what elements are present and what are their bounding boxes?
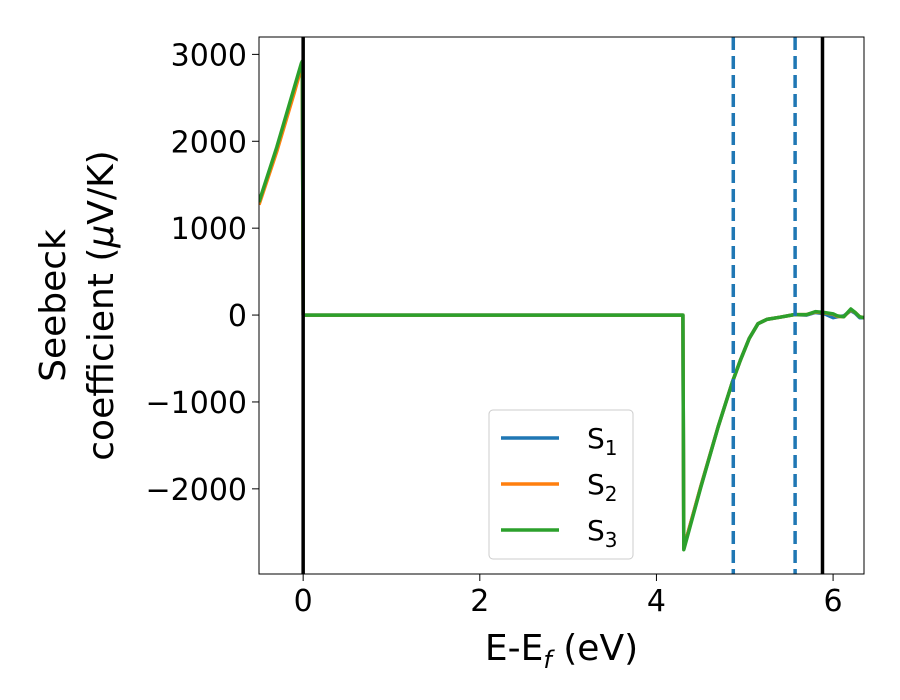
y-axis-ticks: 3000 2000 1000 0 −1000 −2000 <box>146 38 259 508</box>
legend: S1 S2 S3 <box>488 409 634 560</box>
x-tick-label: 2 <box>470 584 489 619</box>
y-tick-label: 3000 <box>171 38 247 73</box>
y-axis-label-mu: μ <box>81 225 122 249</box>
reference-lines <box>301 37 825 574</box>
y-tick-label: −1000 <box>146 386 247 421</box>
legend-label-s1: S1 <box>587 422 618 460</box>
x-tick-label: 6 <box>824 584 843 619</box>
y-tick-label: 0 <box>228 299 247 334</box>
y-tick-label: 2000 <box>171 125 247 160</box>
y-axis-label-main: coefficient ( <box>81 248 122 461</box>
x-axis-ticks: 0 2 4 6 <box>294 574 843 619</box>
y-axis-label-unit: V/K) <box>81 150 122 224</box>
x-axis-label: E-Ef (eV) <box>485 628 638 674</box>
legend-label-s2: S2 <box>587 468 618 506</box>
legend-box <box>488 409 634 560</box>
x-axis-label-main: E-E <box>485 628 543 669</box>
y-tick-label: 1000 <box>171 212 247 247</box>
x-tick-label: 4 <box>647 584 666 619</box>
y-axis-label-line1: Seebeck <box>33 229 74 382</box>
legend-label-s3: S3 <box>587 514 618 552</box>
x-tick-label: 0 <box>294 584 313 619</box>
y-axis-label: Seebeck coefficient (μV/K) <box>33 150 122 460</box>
plot-frame <box>258 36 865 575</box>
y-tick-label: −2000 <box>146 473 247 508</box>
y-axis-label-line2: coefficient (μV/K) <box>81 150 122 460</box>
x-axis-label-suffix: (eV) <box>552 628 638 669</box>
